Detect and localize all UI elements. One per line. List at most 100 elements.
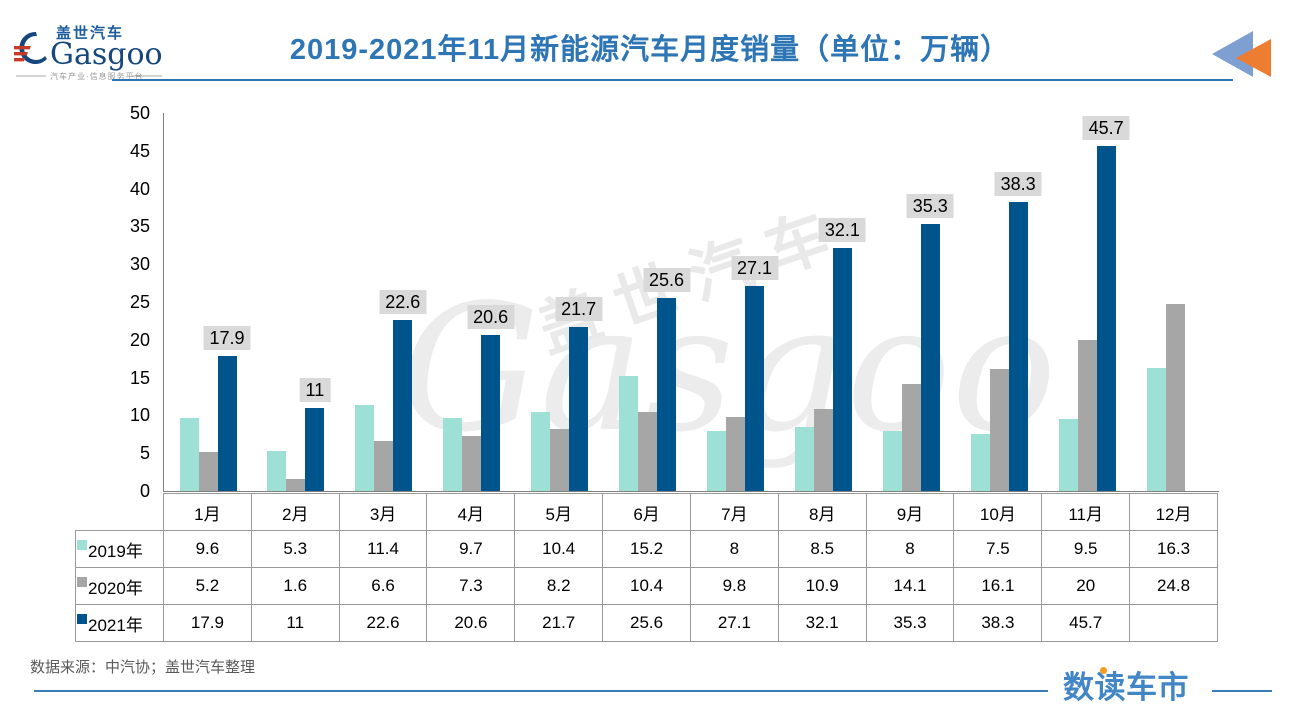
bar-value-label-2月: 11	[299, 377, 331, 402]
bar-2019年-10月	[970, 434, 990, 491]
y-tick-label: 35	[129, 216, 150, 237]
series-legend-cell: 2020年	[75, 567, 164, 605]
value-cell: 24.8	[1129, 567, 1218, 605]
bar-value-label-6月: 25.6	[642, 267, 691, 292]
value-cell: 16.1	[953, 567, 1043, 605]
value-cell: 14.1	[865, 567, 955, 605]
month-header-cell: 4月	[426, 493, 516, 531]
bar-2019年-3月	[355, 404, 375, 491]
value-cell: 9.7	[426, 530, 516, 568]
value-cell: 10.4	[602, 567, 691, 605]
logo-tagline: 汽车产业·信息服务平台	[50, 71, 144, 81]
bar-value-label-9月: 35.3	[906, 194, 954, 219]
y-tick-label: 45	[129, 140, 150, 161]
bar-2020年-8月	[813, 408, 833, 491]
bar-2019年-1月	[179, 418, 199, 491]
month-header-cell: 3月	[338, 493, 428, 531]
bar-2019年-5月	[531, 412, 551, 491]
page-title: 2019-2021年11月新能源汽车月度销量（单位：万辆）	[289, 34, 1011, 66]
bar-value-label-1月: 17.9	[203, 325, 251, 350]
bar-2021年-11月	[1096, 145, 1116, 491]
bar-2021年-1月	[217, 355, 237, 491]
table-body: 1月 2月 3月 4月 5月 6月 7月 8月 9月 10月 11月 12月 2019年 9.6 5.3 11…	[75, 493, 1218, 642]
value-cell: 22.6	[338, 604, 428, 642]
bar-2020年-6月	[638, 412, 657, 491]
bar-2021年-6月	[657, 297, 676, 491]
bar-value-label-3月: 22.6	[379, 290, 427, 315]
value-cell: 7.5	[953, 530, 1043, 568]
value-cell: 9.6	[163, 530, 252, 568]
logo-g-mark	[1, 31, 47, 64]
table-month-header-row: 1月 2月 3月 4月 5月 6月 7月 8月 9月 10月 11月 12月	[76, 493, 1218, 531]
value-cell: 27.1	[689, 604, 779, 642]
bar-2020年-10月	[989, 369, 1009, 491]
header-arrow-orange-icon	[1236, 39, 1271, 77]
value-cell: 7.3	[426, 567, 516, 605]
y-tick-label: 0	[139, 481, 150, 501]
bar-value-label-4月: 20.6	[467, 305, 515, 330]
logo-cn-text: 盖世汽车	[56, 24, 124, 42]
y-tick-label: 10	[129, 405, 150, 426]
series-swatch-icon	[77, 613, 87, 624]
y-tick-label: 15	[129, 367, 150, 388]
bar-value-label-11月: 45.7	[1082, 115, 1130, 140]
month-header-cell: 1月	[163, 493, 252, 531]
value-cell	[1129, 604, 1218, 642]
bar-2019年-6月	[619, 376, 638, 491]
bar-2021年-5月	[569, 326, 589, 491]
value-cell: 15.2	[602, 530, 691, 568]
brand-logo-shuduccheshi: 数读车市	[1063, 662, 1189, 707]
series-legend-cell: 2019年	[75, 530, 164, 568]
value-cell: 10.4	[514, 530, 604, 568]
month-header-cell: 7月	[689, 493, 779, 531]
value-cell: 17.9	[163, 604, 252, 642]
bar-2020年-9月	[901, 384, 921, 491]
logo-en-text: Gasgoo	[50, 37, 163, 72]
series-swatch-icon	[77, 576, 87, 587]
value-cell: 10.9	[777, 567, 867, 605]
value-cell: 45.7	[1041, 604, 1131, 642]
value-cell: 5.2	[163, 567, 252, 605]
bar-2021年-9月	[920, 224, 940, 491]
value-cell: 38.3	[953, 604, 1043, 642]
month-header-cell: 6月	[602, 493, 691, 531]
brand-orange-dot-icon	[1100, 667, 1107, 674]
value-cell: 8	[865, 530, 955, 568]
month-header-cell: 12月	[1129, 493, 1218, 531]
data-source-note: 数据来源：中汽协；盖世汽车整理	[30, 659, 256, 676]
value-cell: 1.6	[250, 567, 340, 605]
y-tick-label: 30	[129, 254, 150, 275]
bar-2021年-4月	[481, 335, 501, 491]
y-tick-label: 40	[129, 178, 150, 199]
bar-value-label-8月: 32.1	[818, 218, 866, 243]
value-cell: 21.7	[514, 604, 604, 642]
bar-2020年-2月	[286, 478, 306, 491]
bar-2019年-7月	[707, 430, 726, 491]
table-row-2021年: 2021年 17.9 11 22.6 20.6 21.7 25.6 27.1 32.1 35.3 3…	[75, 604, 1218, 642]
bar-2019年-11月	[1058, 419, 1078, 491]
value-cell: 8	[689, 530, 779, 568]
month-header-cell: 10月	[953, 493, 1043, 531]
bar-2021年-10月	[1008, 201, 1028, 491]
value-cell: 9.5	[1041, 530, 1131, 568]
value-cell: 8.5	[777, 530, 867, 568]
series-name: 2020年	[88, 578, 143, 598]
data-table: 1月 2月 3月 4月 5月 6月 7月 8月 9月 10月 11月 12月 2019年 9.6 5.3 11…	[75, 493, 1218, 642]
bar-2021年-2月	[305, 407, 325, 491]
bar-2020年-12月	[1165, 303, 1185, 491]
bar-2020年-5月	[550, 429, 570, 491]
bar-2021年-7月	[745, 286, 764, 491]
footer-rule-left	[34, 690, 1048, 692]
brand-text: 数读车市	[1063, 670, 1189, 705]
value-cell: 20	[1041, 567, 1131, 605]
series-name: 2019年	[88, 541, 143, 561]
month-header-cell: 8月	[777, 493, 867, 531]
series-legend-cell: 2021年	[75, 604, 164, 642]
bar-value-label-5月: 21.7	[555, 296, 603, 321]
y-tick-label: 5	[139, 443, 150, 464]
value-cell: 6.6	[338, 567, 428, 605]
bar-2021年-3月	[393, 320, 413, 491]
bar-2019年-4月	[443, 417, 463, 491]
value-cell: 16.3	[1129, 530, 1218, 568]
